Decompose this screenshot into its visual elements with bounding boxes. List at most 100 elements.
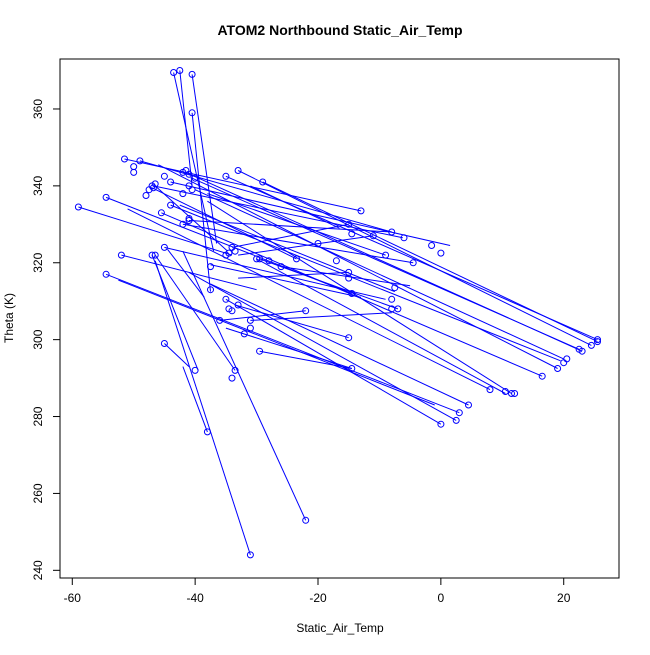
data-point-88 [452,416,460,424]
data-point-16 [188,186,196,194]
data-point-102 [594,336,601,344]
data-point-39 [277,263,285,271]
data-point-51 [388,228,396,236]
data-point-6 [130,163,138,171]
series-segment-23 [182,223,414,264]
series-segment-36 [154,254,236,371]
data-point-95 [554,365,562,372]
series-segment-31 [256,258,506,394]
data-point-89 [437,420,445,428]
y-tick-label: 340 [31,176,45,196]
data-point-52 [391,284,399,292]
series-segment-13 [139,160,392,233]
data-point-37 [256,255,264,263]
y-tick-label: 320 [31,252,45,272]
y-tick-label: 300 [31,329,45,349]
data-point-101 [594,338,601,346]
data-point-81 [231,366,239,374]
series-segment-34 [118,279,435,406]
data-point-46 [348,230,356,238]
series-segment-53 [167,248,205,298]
series-segment-8 [237,170,592,346]
x-axis: -60 -40 -20 0 20 [64,577,571,605]
series-segment-12 [170,204,561,362]
data-point-35 [222,251,230,259]
series-segment-22 [127,208,491,391]
series-segment-15 [124,158,362,212]
data-point-5 [136,157,144,165]
data-point-0 [170,69,178,76]
series-segment-45 [219,310,306,321]
y-tick-label: 280 [31,406,45,426]
data-point-48 [357,207,365,215]
data-point-60 [148,251,156,259]
series-segment-52 [182,366,208,433]
series-lines [78,70,598,556]
x-tick-label: -40 [186,591,204,605]
series-segment-9 [262,181,598,343]
series-segment-37 [182,250,307,521]
series-segment-38 [154,260,251,556]
data-point-26 [185,217,193,224]
series-segment-48 [179,70,193,186]
series-segment-26 [238,235,374,256]
data-point-44 [348,290,356,297]
data-point-24 [179,220,187,228]
series-segment-29 [281,266,411,287]
data-point-96 [560,359,568,367]
data-point-66 [207,286,214,294]
data-point-76 [302,307,310,315]
data-point-67 [222,295,230,303]
series-segment-49 [191,74,218,244]
series-segment-27 [210,264,362,298]
data-point-57 [409,259,417,267]
series-segment-46 [225,327,352,369]
data-point-49 [369,232,377,240]
series-segment-24 [231,223,349,248]
x-tick-label: -20 [309,591,327,605]
data-point-33 [231,247,239,255]
data-point-72 [246,324,254,332]
x-tick-label: 20 [557,591,571,605]
data-point-58 [428,242,436,249]
x-tick-label: 0 [438,591,445,605]
data-point-20 [145,186,153,194]
series-segment-30 [238,271,349,279]
data-point-83 [203,428,211,436]
data-point-7 [130,168,138,176]
data-point-31 [102,193,110,201]
data-point-42 [332,257,340,265]
data-point-75 [256,347,264,355]
data-point-9 [160,172,168,180]
data-point-2 [188,70,196,78]
data-point-90 [486,386,494,394]
series-segment-41 [225,298,442,425]
data-point-86 [465,401,472,409]
series-segment-43 [250,312,392,321]
data-point-70 [234,301,242,309]
series-segment-11 [191,177,580,350]
series-segment-42 [234,304,349,339]
series-segment-28 [259,258,399,310]
data-point-13 [185,170,193,178]
series-segment-16 [194,189,564,360]
y-axis-label: Theta (K) [2,293,16,343]
data-point-53 [388,295,396,303]
data-point-65 [207,263,214,271]
data-point-78 [348,365,356,372]
data-point-29 [259,178,267,186]
data-point-19 [149,184,157,192]
data-point-40 [293,255,300,263]
data-point-38 [265,257,273,265]
data-point-92 [508,390,515,397]
data-point-1 [176,67,184,74]
data-point-41 [314,240,322,247]
series-segment-14 [158,164,558,369]
series-segment-39 [188,271,457,421]
data-point-87 [455,409,463,417]
data-point-93 [511,390,519,397]
plot-frame [59,58,620,579]
data-point-64 [102,270,110,278]
